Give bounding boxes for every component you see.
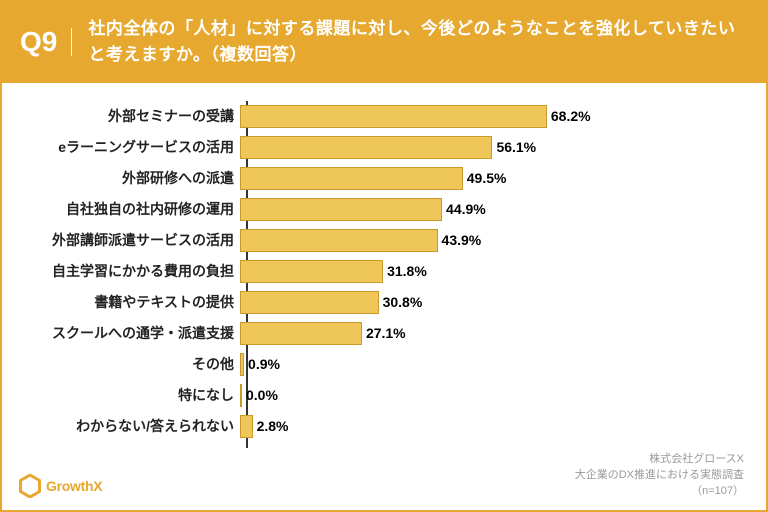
bar-track: 31.8%	[240, 260, 716, 283]
bar-label: 外部研修への派遣	[30, 168, 240, 188]
bar-label: 外部セミナーの受講	[30, 106, 240, 126]
bar-track: 44.9%	[240, 198, 716, 221]
bar-row: わからない/答えられない 2.8%	[30, 411, 716, 442]
bar-label: 自社独自の社内研修の運用	[30, 199, 240, 219]
bar-track: 0.0%	[240, 384, 716, 407]
bar-value: 56.1%	[496, 139, 536, 155]
bar-track: 43.9%	[240, 229, 716, 252]
bar-value: 0.9%	[248, 356, 280, 372]
bar-value: 49.5%	[467, 170, 507, 186]
bar-chart: 外部セミナーの受講 68.2% eラーニングサービスの活用 56.1% 外部研修への派遣…	[2, 83, 766, 510]
bar-value: 0.0%	[246, 387, 278, 403]
bar-row: 特になし 0.0%	[30, 380, 716, 411]
bar-row: 書籍やテキストの提供 30.8%	[30, 287, 716, 318]
survey-slide: Q9 社内全体の「人材」に対する課題に対し、今後どのようなことを強化していきたい…	[0, 0, 768, 512]
bar-track: 49.5%	[240, 167, 716, 190]
bar-track: 56.1%	[240, 136, 716, 159]
bar-value: 2.8%	[257, 418, 289, 434]
bar-label: eラーニングサービスの活用	[30, 137, 240, 157]
question-text: 社内全体の「人材」に対する課題に対し、今後どのようなことを強化していきたいと考え…	[88, 16, 744, 69]
bar-fill	[240, 198, 442, 221]
source-company: 株式会社グロースX	[575, 452, 744, 468]
bar-track: 68.2%	[240, 105, 716, 128]
bar-fill	[240, 415, 253, 438]
bar-fill	[240, 167, 463, 190]
bar-label: スクールへの通学・派遣支援	[30, 323, 240, 343]
bar-label: その他	[30, 354, 240, 374]
bar-label: 外部講師派遣サービスの活用	[30, 230, 240, 250]
question-header: Q9 社内全体の「人材」に対する課題に対し、今後どのようなことを強化していきたい…	[2, 2, 766, 83]
bar-row: スクールへの通学・派遣支援 27.1%	[30, 318, 716, 349]
sample-size: （n=107）	[575, 484, 744, 500]
growthx-logo-icon	[18, 474, 42, 498]
bar-track: 30.8%	[240, 291, 716, 314]
bar-track: 0.9%	[240, 353, 716, 376]
bar-label: 自主学習にかかる費用の負担	[30, 261, 240, 281]
bar-row: 自主学習にかかる費用の負担 31.8%	[30, 256, 716, 287]
bar-value: 27.1%	[366, 325, 406, 341]
bar-fill	[240, 229, 438, 252]
question-number: Q9	[20, 28, 72, 56]
brand-logo: GrowthX	[18, 474, 102, 498]
bar-row: 外部研修への派遣 49.5%	[30, 163, 716, 194]
bar-row: その他 0.9%	[30, 349, 716, 380]
bar-track: 2.8%	[240, 415, 716, 438]
bar-value: 68.2%	[551, 108, 591, 124]
bar-fill	[240, 105, 547, 128]
bar-label: 特になし	[30, 385, 240, 405]
bar-fill	[240, 353, 244, 376]
survey-title: 大企業のDX推進における実態調査	[575, 468, 744, 484]
bar-row: 外部講師派遣サービスの活用 43.9%	[30, 225, 716, 256]
bar-fill	[240, 322, 362, 345]
bar-label: 書籍やテキストの提供	[30, 292, 240, 312]
bar-value: 31.8%	[387, 263, 427, 279]
bar-row: 外部セミナーの受講 68.2%	[30, 101, 716, 132]
bar-track: 27.1%	[240, 322, 716, 345]
source-footer: 株式会社グロースX 大企業のDX推進における実態調査 （n=107）	[575, 452, 744, 500]
bar-fill	[240, 260, 383, 283]
bar-fill	[240, 136, 492, 159]
bar-label: わからない/答えられない	[30, 416, 240, 436]
bar-row: eラーニングサービスの活用 56.1%	[30, 132, 716, 163]
bar-value: 30.8%	[383, 294, 423, 310]
bar-fill	[240, 291, 379, 314]
bar-row: 自社独自の社内研修の運用 44.9%	[30, 194, 716, 225]
bar-fill	[240, 384, 242, 407]
bar-value: 43.9%	[442, 232, 482, 248]
bar-value: 44.9%	[446, 201, 486, 217]
brand-name: GrowthX	[46, 478, 102, 494]
